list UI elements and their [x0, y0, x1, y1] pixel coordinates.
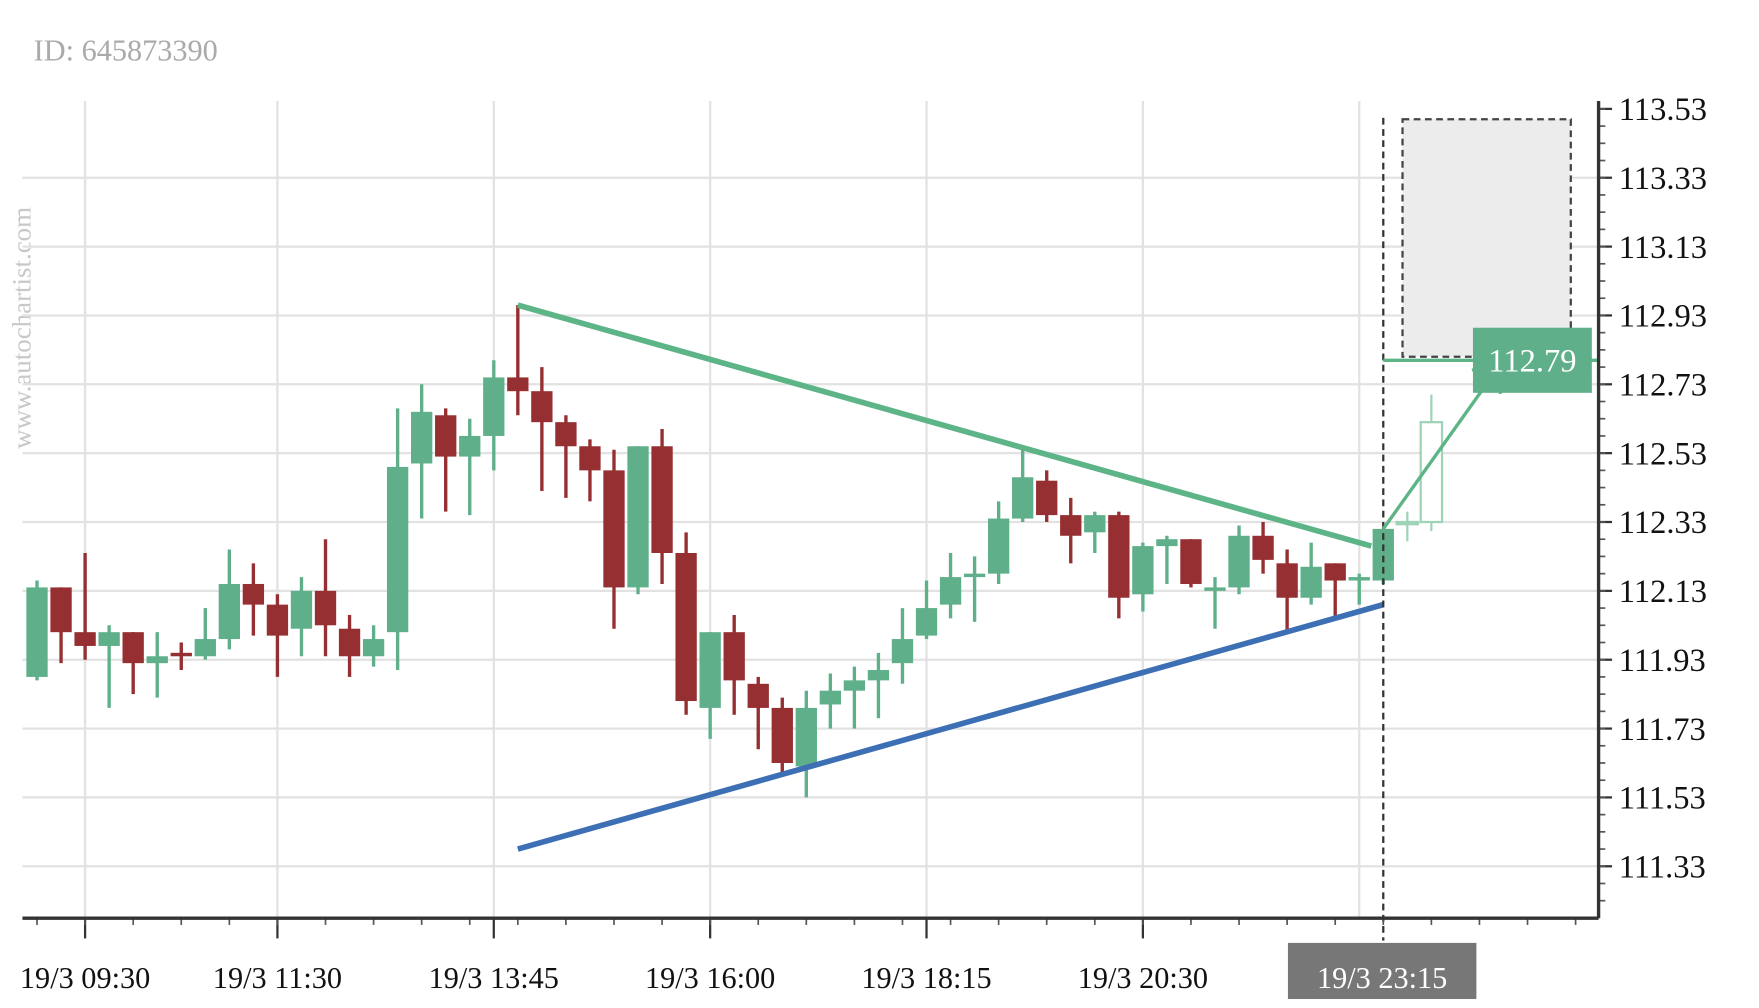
x-tick-label: 19/3 11:30 [213, 961, 342, 995]
bullish-candle [1228, 535, 1250, 588]
bullish-candle [362, 639, 385, 657]
target-zone [1401, 118, 1572, 358]
bullish-candle [98, 632, 120, 646]
grid [22, 101, 1599, 919]
bearish-candle [1060, 515, 1082, 536]
y-tick-label: 112.33 [1619, 505, 1707, 541]
bearish-candle [170, 652, 192, 657]
bearish-candle [122, 632, 144, 664]
bearish-candle [579, 446, 601, 471]
bullish-candle [1372, 528, 1394, 581]
bullish-candle [483, 377, 505, 436]
bearish-candle [507, 377, 529, 392]
bearish-candle [50, 587, 72, 633]
y-tick-label: 111.93 [1619, 643, 1706, 679]
bearish-candle [1276, 563, 1298, 598]
bearish-candle [314, 590, 337, 626]
bearish-candle [747, 683, 769, 708]
bearish-candle [242, 583, 265, 605]
bullish-candle [290, 590, 313, 629]
bullish-candle [963, 573, 986, 578]
bullish-candle [459, 435, 481, 457]
bearish-candle [1036, 480, 1058, 516]
bullish-candle [699, 632, 721, 708]
forecast-candle [1419, 421, 1444, 524]
bullish-candle [867, 670, 890, 681]
x-tick-label: 19/3 16:00 [645, 961, 775, 995]
bullish-candle [819, 690, 842, 705]
target-zone-box [1401, 118, 1572, 358]
current-time-badge [1287, 942, 1477, 1000]
current-time-label: 19/3 23:15 [1317, 961, 1447, 995]
y-tick-label: 113.53 [1619, 92, 1707, 128]
axes: 113.53 113.33 113.13 112.93 112.73 112.53 112.… [20, 92, 1707, 1000]
bearish-candle [723, 632, 745, 681]
bearish-candle [338, 628, 361, 657]
y-tick-label: 112.13 [1619, 574, 1707, 610]
bullish-candle [987, 518, 1010, 574]
y-tick-label: 112.93 [1619, 299, 1707, 335]
y-tick-label: 113.33 [1619, 161, 1707, 197]
bullish-candle [1132, 546, 1154, 595]
y-tick-label: 111.73 [1619, 712, 1706, 748]
bullish-candle [1156, 539, 1178, 547]
bearish-candle [603, 470, 625, 588]
bullish-candle [1204, 587, 1226, 591]
x-tick-label: 19/3 20:30 [1078, 961, 1208, 995]
bullish-candle [843, 680, 866, 691]
bullish-candle [1348, 577, 1370, 581]
bullish-candle [386, 466, 409, 633]
bearish-candle [771, 707, 793, 763]
bullish-candle [194, 639, 216, 657]
bullish-candle [218, 583, 241, 640]
bullish-candle [1012, 477, 1034, 519]
y-tick-label: 111.33 [1619, 849, 1706, 885]
bullish-candle [1300, 566, 1322, 598]
bullish-candle [146, 656, 168, 664]
bullish-candle [915, 608, 938, 636]
bullish-candle [411, 411, 433, 464]
bearish-candle [651, 446, 673, 553]
watermark: www.autochartist.com [6, 207, 36, 449]
bullish-candle [1084, 515, 1106, 533]
bullish-candle [26, 587, 48, 677]
bullish-candle [795, 707, 817, 767]
bearish-candle [1324, 563, 1346, 581]
target-price-badge [1472, 327, 1592, 393]
bearish-candle [435, 415, 457, 457]
x-tick-label: 19/3 18:15 [861, 961, 991, 995]
chart-id: ID: 645873390 [34, 34, 218, 68]
resistance-trendline [517, 302, 1373, 549]
candles [26, 305, 1444, 798]
bearish-candle [675, 552, 697, 702]
support-trendline [517, 601, 1385, 852]
bearish-candle [1108, 515, 1130, 598]
y-tick-label: 112.73 [1619, 368, 1707, 404]
y-tick-label: 112.53 [1619, 436, 1707, 472]
bearish-candle [74, 632, 96, 646]
y-tick-label: 111.53 [1619, 781, 1706, 817]
bearish-candle [266, 604, 289, 636]
x-tick-label: 19/3 09:30 [20, 961, 150, 995]
y-tick-label: 113.13 [1619, 230, 1707, 266]
bullish-candle [627, 446, 649, 588]
bearish-candle [531, 391, 553, 423]
x-tick-label: 19/3 13:45 [429, 961, 559, 995]
forecast-candle [1395, 520, 1420, 526]
bearish-candle [1252, 535, 1274, 560]
bullish-candle [891, 639, 914, 664]
bearish-candle [555, 422, 577, 447]
bearish-candle [1180, 539, 1202, 584]
target-price-label: 112.79 [1488, 343, 1576, 379]
bullish-candle [939, 577, 962, 605]
